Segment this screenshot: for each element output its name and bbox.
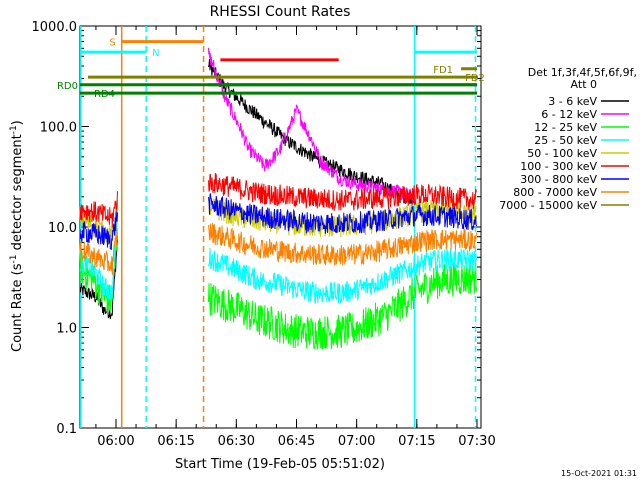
legend-label-7: 800 - 7000 keV xyxy=(513,186,597,199)
series-line-6 xyxy=(79,193,478,251)
series-line-7 xyxy=(79,222,478,275)
y-tick-label: 100.0 xyxy=(40,121,77,136)
x-tick-label: 06:00 xyxy=(97,434,134,449)
x-tick-label: 06:45 xyxy=(278,434,315,449)
flag-label-rd4: RD4 xyxy=(94,89,115,100)
flag-label-n: N xyxy=(152,48,159,59)
flag-label-rd0: RD0 xyxy=(57,81,78,92)
y-tick-label: 1.0 xyxy=(56,322,77,337)
y-label-pre: Count Rate (s xyxy=(10,263,25,352)
data-series xyxy=(79,47,478,351)
legend-header-2: Att 0 xyxy=(571,78,597,91)
x-tick-label: 07:00 xyxy=(338,434,375,449)
chart-title: RHESSI Count Rates xyxy=(210,4,351,20)
x-tick-label: 07:30 xyxy=(458,434,495,449)
legend-label-1: 6 - 12 keV xyxy=(541,108,597,121)
y-label-post: ) xyxy=(10,120,25,125)
legend-label-5: 100 - 300 keV xyxy=(520,160,597,173)
legend: Det 1f,3f,4f,5f,6f,9f, Att 0 3 - 6 keV6 … xyxy=(499,66,637,212)
series-line-3 xyxy=(79,204,478,305)
x-tick-label: 06:30 xyxy=(218,434,255,449)
legend-label-6: 300 - 800 keV xyxy=(520,173,597,186)
y-label-sup1: -1 xyxy=(9,254,19,263)
y-label-mid: detector segment xyxy=(10,134,25,254)
flag-label-s: S xyxy=(109,38,115,49)
flag-bars: S N FD1 FD2 RD0 RD4 xyxy=(57,38,485,101)
series-line-5 xyxy=(79,172,478,228)
flag-label-fd1: FD1 xyxy=(433,65,453,76)
legend-label-3: 25 - 50 keV xyxy=(534,134,597,147)
flag-label-fd2: FD2 xyxy=(465,73,485,84)
y-tick-label: 10.0 xyxy=(48,221,77,236)
x-tick-label: 06:15 xyxy=(157,434,194,449)
legend-label-8: 7000 - 15000 keV xyxy=(499,199,597,212)
legend-label-0: 3 - 6 keV xyxy=(548,95,597,108)
legend-header-1: Det 1f,3f,4f,5f,6f,9f, xyxy=(528,66,637,79)
generation-timestamp: 15-Oct-2021 01:31 xyxy=(561,469,637,478)
x-axis-label: Start Time (19-Feb-05 05:51:02) xyxy=(175,457,385,472)
y-axis-label: Count Rate (s-1 detector segment-1) xyxy=(9,120,25,352)
y-tick-label: 0.1 xyxy=(56,422,77,437)
legend-label-4: 50 - 100 keV xyxy=(527,147,597,160)
legend-label-2: 12 - 25 keV xyxy=(534,121,597,134)
x-tick-label: 07:15 xyxy=(398,434,435,449)
x-axis-ticks: 06:00 06:15 06:30 06:45 07:00 07:15 07:30 xyxy=(95,26,496,449)
y-label-sup2: -1 xyxy=(9,125,19,134)
y-tick-label: 1000.0 xyxy=(32,20,78,35)
